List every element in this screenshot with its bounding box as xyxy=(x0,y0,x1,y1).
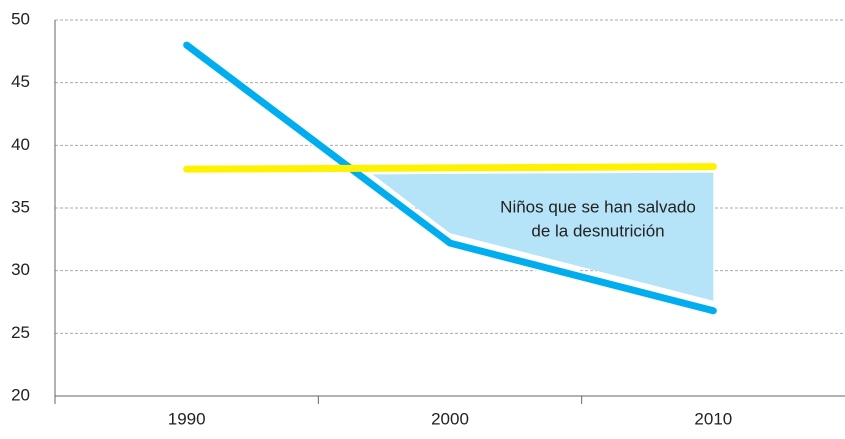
line xyxy=(183,41,717,315)
y-tick-label: 30 xyxy=(11,260,30,279)
y-tick-label: 50 xyxy=(11,9,30,28)
y-tick-label: 40 xyxy=(11,135,30,154)
saved-area xyxy=(372,172,714,301)
x-tick-label: 2010 xyxy=(694,409,732,428)
y-tick-label: 45 xyxy=(11,72,30,91)
annotation: de la desnutrición xyxy=(531,221,664,240)
annotation: Niños que se han salvado xyxy=(500,197,696,216)
y-tick-label: 25 xyxy=(11,323,30,342)
y-tick-label: 20 xyxy=(11,385,30,404)
y-tick-label: 35 xyxy=(11,197,30,216)
x-tick-label: 2000 xyxy=(431,409,469,428)
line xyxy=(183,163,717,173)
x-tick-label: 1990 xyxy=(168,409,206,428)
